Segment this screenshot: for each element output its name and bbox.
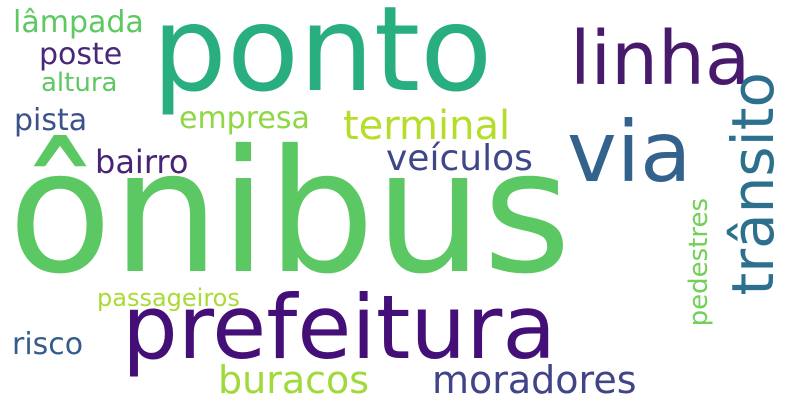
word-bairro: bairro xyxy=(95,143,189,181)
word-transito: trânsito xyxy=(719,72,787,296)
word-passageiros: passageiros xyxy=(97,284,240,312)
word-linha: linha xyxy=(570,16,751,102)
word-via: via xyxy=(567,103,692,201)
word-terminal: terminal xyxy=(343,103,511,149)
word-risco: risco xyxy=(12,327,84,362)
word-veiculos: veículos xyxy=(386,138,533,179)
word-pista: pista xyxy=(14,103,88,138)
word-ponto: ponto xyxy=(152,0,493,118)
word-buracos: buracos xyxy=(218,358,370,402)
word-empresa: empresa xyxy=(179,101,310,136)
word-lampada: lâmpada xyxy=(13,5,144,40)
word-altura: altura xyxy=(41,68,118,98)
word-prefeitura: prefeitura xyxy=(122,276,557,379)
word-onibus: ônibus xyxy=(8,114,572,312)
word-pedestres: pedestres xyxy=(684,198,714,327)
word-poste: poste xyxy=(39,37,123,72)
word-moradores: moradores xyxy=(432,358,637,402)
